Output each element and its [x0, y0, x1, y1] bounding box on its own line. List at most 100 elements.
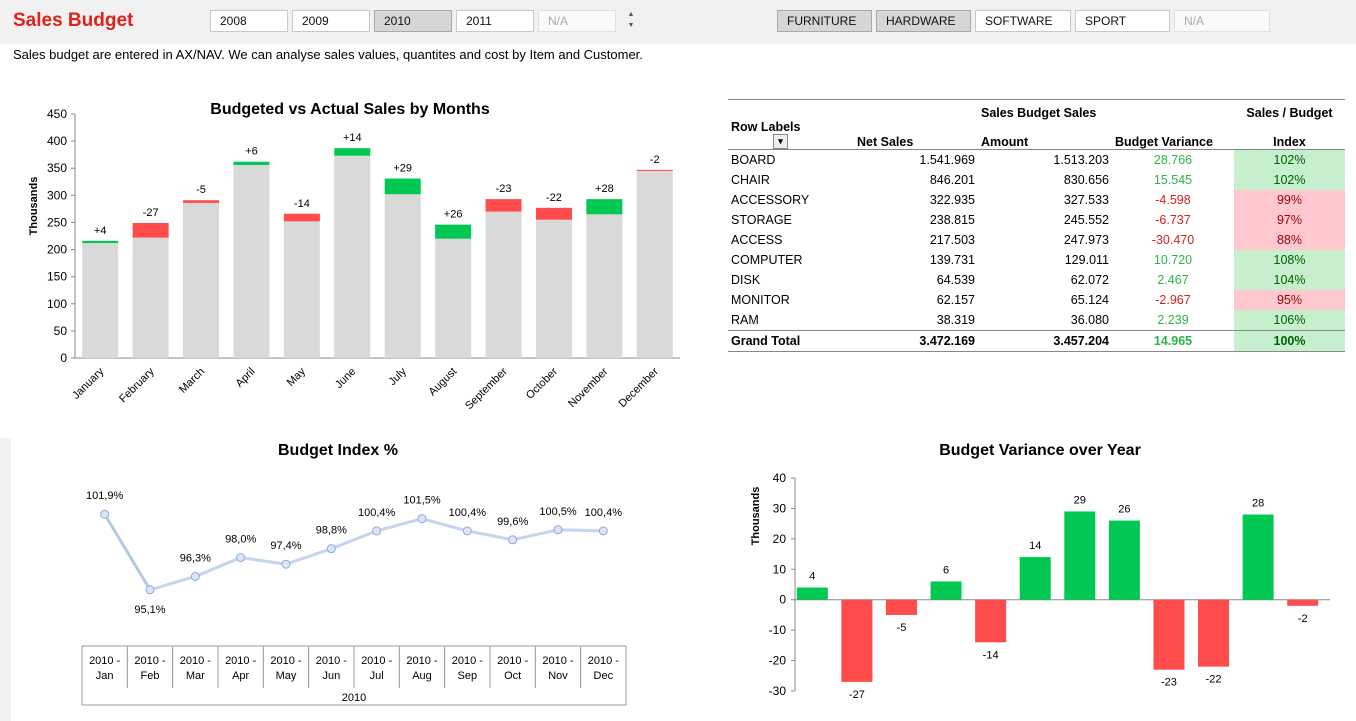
y-tick-label: 400: [47, 134, 67, 148]
x-prefix-label: 2010 -: [316, 655, 348, 667]
table-row: MONITOR 62.157 65.124 -2.967 95%: [728, 290, 1345, 311]
index-header-top: Sales / Budget: [1234, 99, 1345, 120]
left-margin-strip: [0, 438, 11, 721]
variance-cell: 2.239: [1157, 313, 1189, 328]
x-tick-label: March: [177, 366, 207, 396]
variance-bar: [384, 178, 421, 195]
index-point: [462, 526, 472, 536]
data-label: 6: [943, 564, 949, 576]
top-bar: Sales Budget 2008 2009 2010 2011 N/A ▲ ▼…: [0, 0, 1356, 44]
data-label: +6: [245, 146, 258, 158]
year-slicer-2009[interactable]: 2009: [292, 10, 370, 32]
year-slicer-2010[interactable]: 2010: [374, 10, 452, 32]
x-tick-label: Jan: [96, 670, 114, 682]
index-cell: 106%: [1234, 310, 1345, 331]
year-slicer-2011[interactable]: 2011: [456, 10, 534, 32]
category-slicer-software[interactable]: SOFTWARE: [975, 10, 1071, 32]
budget-amount-header: Amount: [978, 120, 1112, 151]
index-chart-title: Budget Index %: [277, 442, 398, 459]
year-slicer-na[interactable]: N/A: [538, 10, 616, 32]
x-prefix-label: 2010 -: [270, 655, 302, 667]
index-line-segment: [421, 517, 468, 533]
index-line-segment: [194, 556, 242, 578]
x-tick-label: February: [117, 365, 157, 405]
index-cell: 95%: [1234, 290, 1345, 311]
variance-cell: -30.470: [1151, 233, 1195, 248]
data-label: -2: [650, 154, 660, 166]
variance-bar: [233, 161, 270, 165]
category-slicer-na[interactable]: N/A: [1174, 10, 1270, 32]
data-label: -14: [294, 198, 310, 210]
base-bar: [82, 243, 119, 358]
filter-dropdown-icon[interactable]: ▾: [773, 134, 788, 150]
variance-bar: [1153, 599, 1185, 670]
x-prefix-label: 2010 -: [134, 655, 166, 667]
y-axis-label: Thousands: [28, 177, 40, 236]
x-tick-label: January: [70, 365, 107, 402]
category-slicer-hardware[interactable]: HARDWARE: [876, 10, 971, 32]
data-label: +4: [94, 225, 107, 237]
base-bar: [132, 237, 169, 358]
index-data-label: 100,4%: [585, 507, 623, 519]
y-tick-label: 300: [47, 188, 67, 202]
x-tick-label: Dec: [594, 670, 614, 682]
variance-bar: [885, 599, 917, 615]
x-tick-label: Apr: [232, 670, 249, 682]
index-data-label: 101,5%: [403, 495, 441, 507]
net-sales-cell: 238.815: [929, 213, 975, 228]
y-tick-label: 0: [60, 351, 67, 365]
category-slicer-furniture[interactable]: FURNITURE: [777, 10, 872, 32]
category-slicer-sport[interactable]: SPORT: [1075, 10, 1170, 32]
budget-amount-cell: 129.011: [1064, 253, 1109, 268]
net-sales-cell: 1.541.969: [919, 153, 975, 168]
variance-bar: [535, 207, 572, 220]
variance-cell: 14.965: [1112, 330, 1234, 353]
x-tick-label: Nov: [548, 670, 568, 682]
row-label: STORAGE: [731, 213, 792, 228]
x-tick-label: April: [234, 366, 258, 390]
y-tick-label: 50: [54, 324, 68, 338]
budget-amount-cell: 62.072: [1070, 273, 1109, 288]
index-point: [190, 571, 200, 581]
index-cell: 104%: [1234, 270, 1345, 291]
x-prefix-label: 2010 -: [497, 655, 529, 667]
slicer-scroll-down-icon[interactable]: ▼: [627, 22, 635, 29]
variance-bar: [1064, 511, 1096, 600]
x-tick-label: October: [524, 365, 560, 401]
row-label: DISK: [731, 273, 761, 288]
index-point: [236, 553, 246, 563]
budget-amount-cell: 3.457.204: [978, 330, 1112, 353]
y-tick-label: -20: [769, 654, 787, 668]
y-tick-label: 250: [47, 215, 67, 229]
data-label: -5: [897, 622, 907, 634]
monthly-chart-title: Budgeted vs Actual Sales by Months: [210, 101, 490, 118]
y-tick-label: 10: [773, 562, 787, 576]
y-tick-label: 350: [47, 161, 67, 175]
y-axis-label: Thousands: [750, 487, 762, 546]
variance-bar: [1108, 520, 1140, 600]
index-line-segment: [467, 529, 513, 542]
variance-bar: [1198, 599, 1230, 667]
data-label: +29: [393, 163, 412, 175]
index-data-label: 100,5%: [539, 506, 577, 518]
x-tick-label: Aug: [412, 670, 432, 682]
index-cell: 88%: [1234, 230, 1345, 251]
year-slicer-2008[interactable]: 2008: [210, 10, 288, 32]
index-line-segment: [285, 547, 332, 566]
data-label: +14: [343, 132, 362, 144]
net-sales-cell: 38.319: [936, 313, 975, 328]
index-data-label: 100,4%: [449, 507, 487, 519]
index-data-label: 100,4%: [358, 507, 396, 519]
x-tick-label: Oct: [504, 670, 521, 682]
data-label: 4: [809, 571, 815, 583]
variance-cell: -4.598: [1155, 193, 1191, 208]
base-bar: [283, 221, 320, 358]
index-line-segment: [376, 517, 423, 533]
x-prefix-label: 2010 -: [225, 655, 257, 667]
variance-cell: 15.545: [1153, 173, 1193, 188]
slicer-scroll-up-icon[interactable]: ▲: [627, 11, 635, 18]
y-tick-label: 100: [47, 297, 67, 311]
table-row: STORAGE 238.815 245.552 -6.737 97%: [728, 210, 1345, 231]
x-tick-label: Sep: [458, 670, 478, 682]
variance-bar: [435, 224, 472, 239]
